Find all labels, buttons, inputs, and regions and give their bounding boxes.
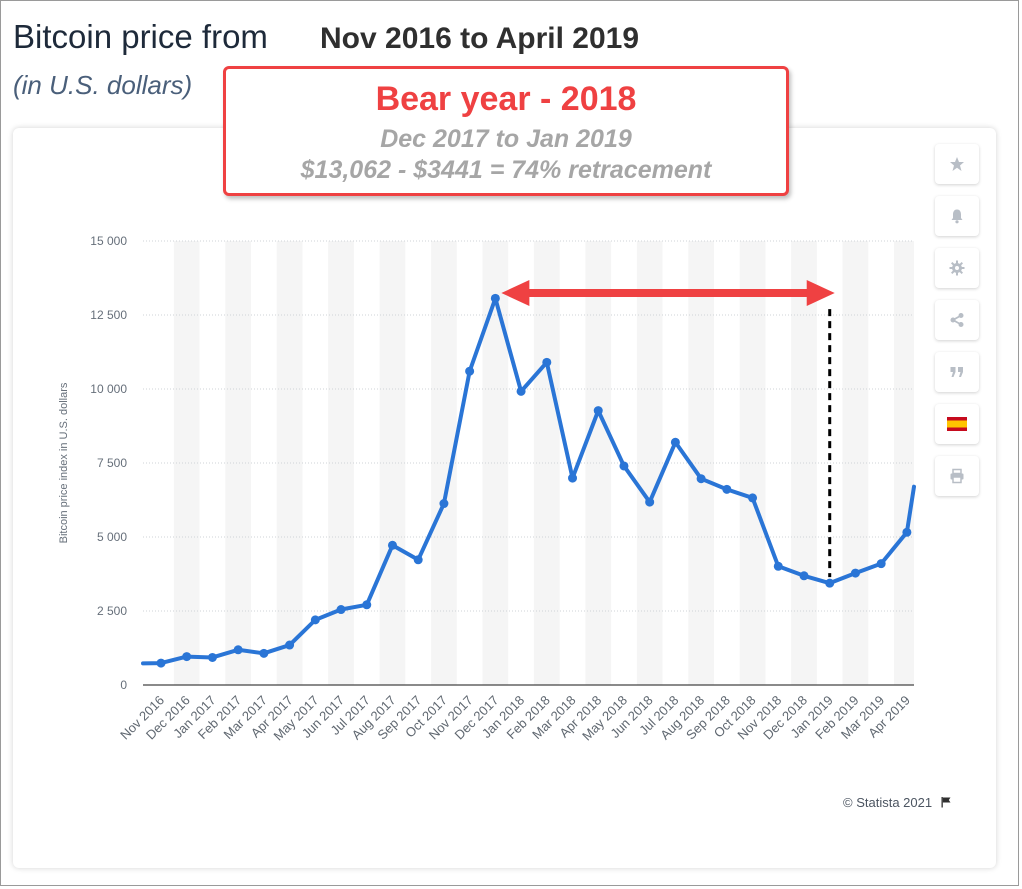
band (173, 241, 200, 685)
cite-button[interactable] (935, 352, 979, 392)
data-point (902, 527, 912, 537)
data-point (542, 357, 552, 367)
band (842, 241, 869, 685)
data-point (850, 568, 860, 578)
share-icon (950, 313, 964, 327)
page-title: Bitcoin price from (13, 18, 268, 55)
data-point (182, 652, 192, 662)
data-point (207, 652, 217, 662)
arrow-head-right (806, 280, 835, 306)
y-tick-label: 7 500 (97, 456, 127, 470)
data-point (773, 561, 783, 571)
data-point (259, 648, 269, 658)
data-point (285, 640, 295, 650)
data-point (233, 645, 243, 655)
notification-button[interactable] (935, 196, 979, 236)
y-axis-label: Bitcoin price index in U.S. dollars (58, 382, 70, 543)
data-point (465, 366, 475, 376)
bear-year-annotation: Bear year - 2018 Dec 2017 to Jan 2019 $1… (223, 66, 789, 196)
data-point (362, 600, 372, 610)
data-point (516, 386, 526, 396)
data-point (439, 499, 449, 509)
y-tick-label: 0 (120, 678, 127, 692)
data-point (645, 497, 655, 507)
share-button[interactable] (935, 300, 979, 340)
data-point (568, 473, 578, 483)
data-point (156, 658, 166, 668)
data-point (490, 293, 500, 303)
data-point (825, 578, 835, 588)
series-line (141, 296, 916, 666)
star-icon (950, 157, 964, 171)
band (225, 241, 252, 685)
bell-icon (951, 209, 963, 224)
y-tick-label: 10 000 (90, 382, 127, 396)
band (482, 241, 509, 685)
data-point (670, 437, 680, 447)
annotation-title: Bear year - 2018 (375, 80, 637, 118)
data-point (722, 484, 732, 494)
flag-spain-icon (947, 417, 967, 431)
y-tick-label: 5 000 (97, 530, 127, 544)
page-title-date-range: Nov 2016 to April 2019 (320, 22, 640, 55)
arrow-head-left (501, 280, 530, 306)
band (636, 241, 663, 685)
settings-button[interactable] (935, 248, 979, 288)
gear-icon (949, 260, 965, 276)
flag-icon (941, 797, 951, 808)
annotation-date-range: Dec 2017 to Jan 2019 (380, 125, 632, 153)
y-tick-label: 12 500 (90, 308, 127, 322)
print-icon (950, 468, 964, 484)
band (585, 241, 612, 685)
data-point (310, 615, 320, 625)
data-point (387, 540, 397, 550)
y-tick-label: 15 000 (90, 234, 127, 248)
quote-icon (950, 367, 963, 377)
data-point (799, 571, 809, 581)
favorite-button[interactable] (935, 144, 979, 184)
data-point (593, 406, 603, 416)
band (894, 241, 914, 685)
data-point (336, 605, 346, 615)
data-point (748, 493, 758, 503)
page-subtitle: (in U.S. dollars) (13, 70, 193, 100)
language-button[interactable] (935, 404, 979, 444)
print-button[interactable] (935, 456, 979, 496)
data-point (876, 559, 886, 569)
band (276, 241, 303, 685)
data-point (619, 461, 629, 471)
y-tick-label: 2 500 (97, 604, 127, 618)
statista-credit-link[interactable]: © Statista 2021 (843, 795, 952, 810)
credit-text: © Statista 2021 (843, 795, 933, 810)
data-point (413, 555, 423, 565)
annotation-retracement: $13,062 - $3441 = 74% retracement (300, 156, 712, 184)
band (533, 241, 560, 685)
data-point (696, 474, 706, 484)
